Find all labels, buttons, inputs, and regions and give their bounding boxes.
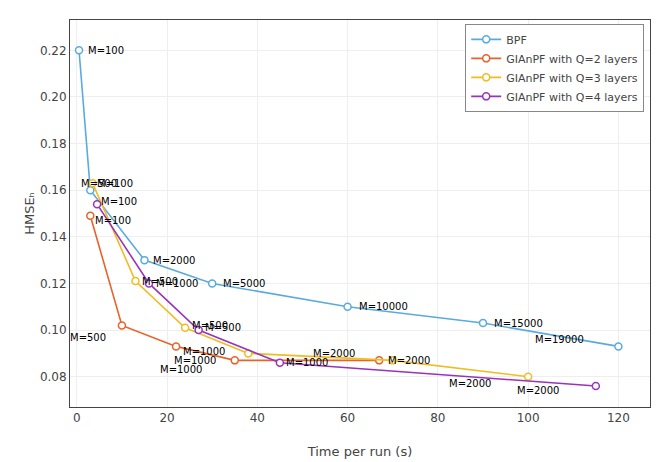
svg-text:60: 60 bbox=[340, 411, 355, 425]
svg-text:20: 20 bbox=[159, 411, 174, 425]
svg-text:Time per run (s): Time per run (s) bbox=[307, 444, 413, 459]
svg-text:M=100: M=100 bbox=[88, 45, 124, 56]
svg-text:M=5000: M=5000 bbox=[223, 278, 265, 289]
svg-text:M=10000: M=10000 bbox=[359, 301, 408, 312]
svg-text:M=500: M=500 bbox=[205, 322, 241, 333]
svg-text:0.20: 0.20 bbox=[40, 90, 67, 104]
svg-text:M=500: M=500 bbox=[192, 320, 228, 331]
svg-text:0.12: 0.12 bbox=[40, 277, 67, 291]
svg-text:0.22: 0.22 bbox=[40, 44, 67, 58]
svg-text:M=2000: M=2000 bbox=[388, 355, 430, 366]
svg-text:M=100: M=100 bbox=[101, 196, 137, 207]
svg-text:M=15000: M=15000 bbox=[494, 318, 543, 329]
svg-text:M=100: M=100 bbox=[97, 178, 133, 189]
svg-text:M=1000: M=1000 bbox=[156, 278, 198, 289]
svg-text:M=500: M=500 bbox=[142, 276, 178, 287]
svg-text:M=2000: M=2000 bbox=[449, 378, 491, 389]
svg-text:M=1000: M=1000 bbox=[183, 346, 225, 357]
svg-text:0.08: 0.08 bbox=[40, 370, 67, 384]
svg-text:M=19000: M=19000 bbox=[535, 334, 584, 345]
svg-text:GIAnPF with Q=2 layers: GIAnPF with Q=2 layers bbox=[506, 53, 638, 66]
svg-text:M=2000: M=2000 bbox=[153, 255, 195, 266]
svg-text:0: 0 bbox=[73, 411, 81, 425]
svg-text:BPF: BPF bbox=[506, 34, 527, 47]
svg-text:120: 120 bbox=[607, 411, 630, 425]
svg-text:M=1000: M=1000 bbox=[286, 357, 328, 368]
svg-text:0.10: 0.10 bbox=[40, 323, 67, 337]
svg-text:GIAnPF with Q=3 layers: GIAnPF with Q=3 layers bbox=[506, 72, 638, 85]
svg-text:0.18: 0.18 bbox=[40, 137, 67, 151]
svg-text:80: 80 bbox=[430, 411, 445, 425]
svg-text:M=2000: M=2000 bbox=[517, 385, 559, 396]
svg-text:M=2000: M=2000 bbox=[313, 348, 355, 359]
svg-text:M=500: M=500 bbox=[81, 178, 117, 189]
svg-text:HMSEₕ: HMSEₕ bbox=[22, 192, 37, 235]
svg-text:0.16: 0.16 bbox=[40, 183, 67, 197]
svg-text:M=1000: M=1000 bbox=[174, 355, 216, 366]
svg-text:100: 100 bbox=[517, 411, 540, 425]
svg-text:40: 40 bbox=[250, 411, 265, 425]
svg-text:0.14: 0.14 bbox=[40, 230, 67, 244]
svg-text:GIAnPF with Q=4 layers: GIAnPF with Q=4 layers bbox=[506, 91, 638, 104]
svg-text:M=500: M=500 bbox=[70, 332, 106, 343]
svg-text:M=100: M=100 bbox=[95, 215, 131, 226]
svg-text:M=1000: M=1000 bbox=[160, 364, 202, 375]
